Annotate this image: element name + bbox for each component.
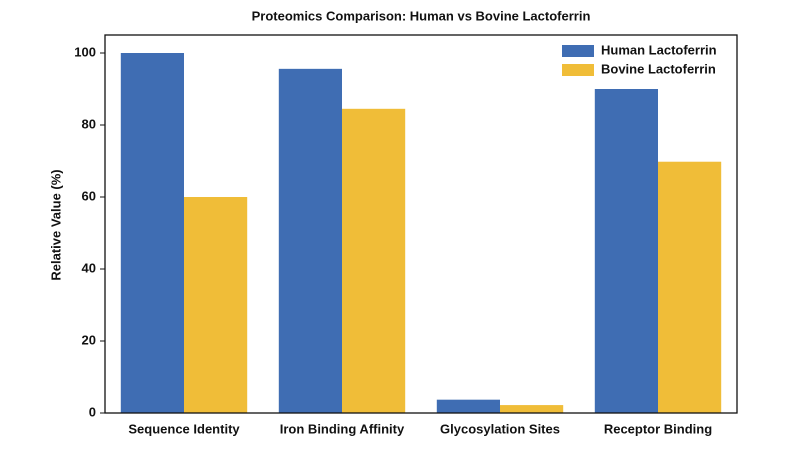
- y-tick-label: 40: [82, 260, 96, 275]
- legend-swatch: [562, 45, 594, 57]
- y-tick-label: 100: [74, 44, 96, 59]
- legend-label: Bovine Lactoferrin: [601, 61, 716, 76]
- bar: [120, 53, 184, 413]
- plot-frame: [104, 34, 738, 414]
- y-tick-label: 20: [82, 332, 96, 347]
- legend-swatch: [562, 64, 594, 76]
- x-tick-label: Glycosylation Sites: [440, 421, 560, 436]
- y-tick-label: 80: [82, 116, 96, 131]
- bar: [184, 197, 248, 413]
- legend-label: Human Lactoferrin: [601, 42, 717, 57]
- y-tick-label: 0: [89, 404, 96, 419]
- x-tick-label: Receptor Binding: [604, 421, 712, 436]
- x-tick-label: Sequence Identity: [128, 421, 240, 436]
- y-axis-label: Relative Value (%): [48, 169, 63, 280]
- bar: [278, 68, 342, 413]
- y-tick-label: 60: [82, 188, 96, 203]
- chart-title: Proteomics Comparison: Human vs Bovine L…: [252, 8, 591, 23]
- bar: [658, 161, 722, 413]
- bar: [500, 405, 564, 413]
- bar: [342, 108, 406, 414]
- bar: [436, 399, 500, 413]
- bar: [594, 89, 658, 413]
- x-tick-label: Iron Binding Affinity: [280, 421, 405, 436]
